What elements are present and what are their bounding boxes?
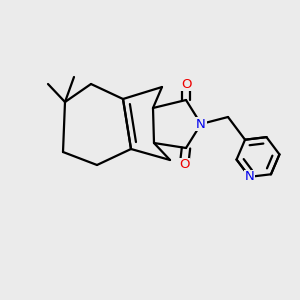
Text: O: O [181, 77, 191, 91]
Text: O: O [179, 158, 189, 172]
Text: N: N [196, 118, 206, 130]
Text: N: N [244, 170, 254, 183]
